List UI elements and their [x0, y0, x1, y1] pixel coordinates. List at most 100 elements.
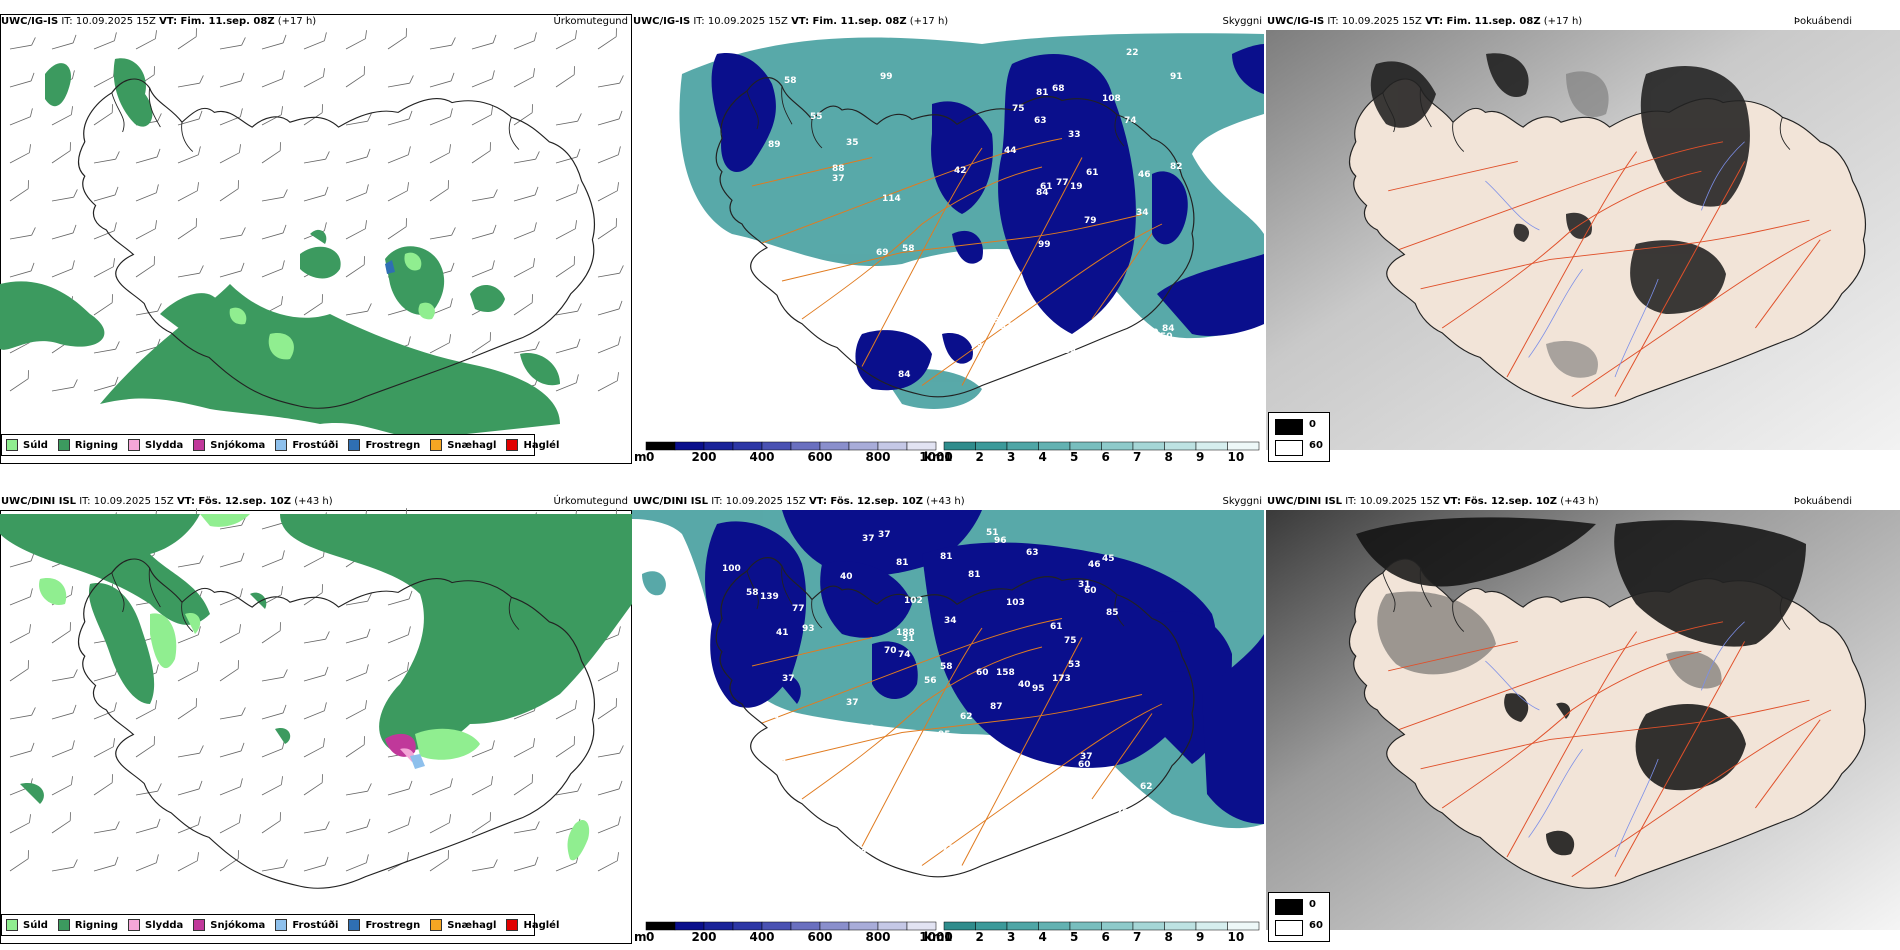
legend-item-6: Snæhagl — [430, 439, 496, 451]
wind-barb-icon — [513, 151, 540, 164]
wind-barb-icon — [303, 294, 323, 316]
visibility-label: 60 — [1074, 816, 1087, 826]
visibility-label: 53 — [1068, 660, 1081, 670]
wind-barb-icon — [387, 146, 411, 164]
visibility-label: 58 — [940, 662, 953, 672]
model-name: UWC/IG-IS — [1267, 16, 1325, 27]
field-name: Skyggni — [1222, 16, 1262, 27]
legend-label: Súld — [23, 439, 48, 451]
wind-barb-icon — [219, 778, 243, 796]
lead-time: (+17 h) — [1543, 16, 1583, 27]
wind-barb-icon — [9, 707, 36, 720]
wind-barb-icon — [9, 588, 33, 606]
visibility-label: 139 — [760, 592, 779, 602]
legend-label: Rigning — [74, 439, 119, 451]
legend-item-0: Súld — [6, 439, 48, 451]
wind-barb-icon — [177, 182, 199, 202]
visibility-label: 173 — [1052, 674, 1071, 684]
wind-barb-icon — [93, 856, 119, 872]
wind-barb-icon — [303, 702, 327, 720]
wind-barb-icon — [135, 783, 162, 796]
wind-barb-icon — [9, 262, 35, 278]
panel-header: UWC/DINI ISL IT: 10.09.2025 15Z VT: Fös.… — [1266, 494, 1900, 510]
legend-item-3: Snjókoma — [193, 439, 265, 451]
wind-barb-icon — [303, 151, 330, 164]
wind-barb-icon — [555, 184, 579, 202]
colorbar-tick: 400 — [749, 450, 774, 464]
visibility-label: 91 — [1170, 72, 1183, 82]
fog-dark-areas — [1370, 53, 1750, 314]
wind-barb-icon — [261, 70, 285, 88]
field-name: Úrkomutegund — [553, 496, 628, 507]
visibility-label: 68 — [1000, 262, 1013, 272]
visibility-label: 95 — [1032, 684, 1045, 694]
model-name: UWC/DINI ISL — [1, 496, 77, 507]
visibility-label: 56 — [924, 676, 937, 686]
visibility-label: 156 — [774, 716, 793, 726]
wind-barb-icon — [597, 698, 617, 720]
panel-header: UWC/DINI ISL IT: 10.09.2025 15Z VT: Fös.… — [632, 494, 1264, 510]
wind-barb-icon — [597, 816, 621, 834]
model-name: UWC/DINI ISL — [633, 496, 709, 507]
fog-map-top — [1266, 30, 1900, 450]
wind-barb-icon — [597, 218, 617, 240]
visibility-label: 19 — [1070, 182, 1083, 192]
wind-barb-icon — [135, 700, 157, 720]
visibility-label: 60 — [1084, 586, 1097, 596]
wind-barb-icon — [219, 624, 241, 644]
wind-barb-icon — [135, 220, 157, 240]
precip-map-bottom — [0, 508, 632, 944]
wind-barb-icon — [303, 856, 329, 872]
road-network — [1388, 621, 1832, 877]
colorbar-tick: 200 — [691, 930, 716, 944]
legend-item-5: Frostregn — [348, 919, 420, 931]
valid-time: VT: Fim. 11.sep. 08Z — [791, 16, 907, 27]
visibility-label: 22 — [1126, 48, 1139, 58]
wind-barb-icon — [303, 666, 329, 682]
colorbar-tick: 5 — [1070, 450, 1078, 464]
wind-barb-icon — [303, 186, 329, 202]
wind-barb-icon — [135, 736, 155, 758]
wind-barb-icon — [597, 28, 617, 50]
fog-legend-max: 60 — [1309, 440, 1323, 451]
visibility-label: 108 — [1102, 94, 1121, 104]
legend-swatch — [6, 919, 18, 931]
wind-barb-icon — [219, 588, 243, 606]
wind-barb-icon — [303, 738, 325, 758]
wind-barb-icon — [177, 110, 203, 126]
wind-barb-icon — [471, 224, 497, 240]
colorbar-tick: 600 — [807, 930, 832, 944]
wind-barb-icon — [429, 778, 453, 796]
wind-barb-icon — [387, 218, 407, 240]
wind-barb-icon — [429, 72, 455, 88]
colorbar-unit: km — [924, 450, 944, 464]
wind-barb-icon — [219, 37, 246, 50]
wind-barb-icon — [471, 106, 493, 126]
wind-barb-icon — [471, 260, 495, 278]
legend-swatch — [193, 439, 206, 451]
visibility-label: 102 — [904, 596, 923, 606]
wind-barb-icon — [51, 189, 78, 202]
colorbar-tick: 1000 — [919, 450, 952, 464]
visibility-label: 37 — [832, 174, 845, 184]
precip-legend-top: Súld Rigning Slydda Snjókoma Frostúði Frostre… — [1, 434, 559, 456]
wind-barb-icon — [177, 852, 199, 872]
wind-barb-icon — [555, 148, 581, 164]
visibility-label: 37 — [782, 674, 795, 684]
wind-barb-icon — [429, 334, 451, 354]
wind-barb-icon — [597, 300, 623, 316]
wind-barb-icon — [597, 336, 621, 354]
visibility-label: 84 — [1036, 188, 1049, 198]
colorbar-tick: 8 — [1165, 450, 1173, 464]
wind-barb-icon — [93, 104, 113, 126]
wind-barb-icon — [345, 256, 365, 278]
visibility-label: 70 — [828, 270, 841, 280]
visibility-label: 82 — [1170, 162, 1183, 172]
visibility-label: 70 — [884, 646, 897, 656]
wind-barb-icon — [303, 631, 330, 644]
legend-swatch — [506, 439, 519, 451]
colorbar-tick: 4 — [1039, 930, 1047, 944]
colorbar-tick: 8 — [1165, 930, 1173, 944]
fog-legend-min: 0 — [1309, 419, 1316, 430]
visibility-label: 33 — [1068, 130, 1081, 140]
